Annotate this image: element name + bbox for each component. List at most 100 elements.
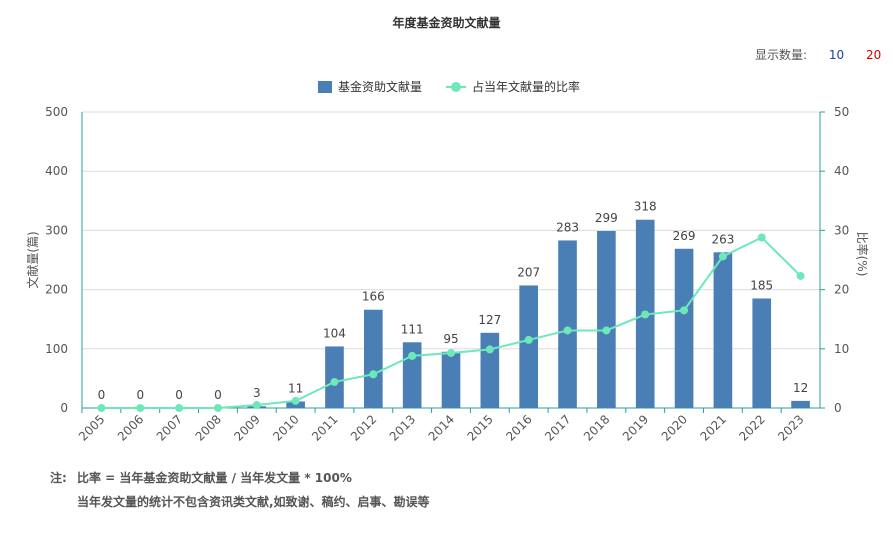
display-count-option-20[interactable]: 20 xyxy=(865,48,882,62)
x-tick-label: 2019 xyxy=(620,412,651,443)
x-tick-label: 2015 xyxy=(464,412,495,443)
y-tick-label: 500 xyxy=(45,105,68,119)
ratio-point xyxy=(369,370,378,379)
y2-tick-label: 10 xyxy=(834,342,849,356)
ratio-point xyxy=(447,348,455,357)
ratio-point xyxy=(97,404,106,412)
bar xyxy=(519,285,539,408)
y2-tick-label: 20 xyxy=(834,283,849,297)
bar xyxy=(480,332,500,408)
legend-item-line-series[interactable]: 占当年文献量的比率 xyxy=(446,78,580,95)
ratio-point xyxy=(602,326,611,335)
bar xyxy=(325,346,344,408)
y2-tick-label: 30 xyxy=(834,223,849,237)
bar-value-label: 0 xyxy=(136,388,144,402)
y2-tick-label: 50 xyxy=(834,105,849,119)
y2-tick-label: 0 xyxy=(834,401,842,415)
x-tick-label: 2007 xyxy=(154,412,185,443)
ratio-point xyxy=(680,306,689,315)
note-label: 注: xyxy=(50,471,67,485)
x-tick-label: 2014 xyxy=(426,412,457,443)
x-tick-label: 2020 xyxy=(659,412,690,443)
bar xyxy=(597,230,616,408)
bar-value-label: 0 xyxy=(98,388,106,402)
bar-value-label: 0 xyxy=(175,388,183,402)
ratio-point xyxy=(213,404,222,412)
y-tick-label: 400 xyxy=(45,164,68,178)
bar-value-label: 111 xyxy=(401,322,424,336)
x-tick-label: 2011 xyxy=(309,412,340,443)
bar-value-label: 318 xyxy=(634,200,657,214)
legend-line-swatch xyxy=(446,81,466,93)
note-line-2: 当年发文量的统计不包含资讯类文献,如致谢、稿约、启事、勘误等 xyxy=(77,495,430,509)
note-line-1: 比率 = 当年基金资助文献量 / 当年发文量 * 100% xyxy=(77,471,352,485)
bar-value-label: 166 xyxy=(362,290,385,304)
x-tick-label: 2016 xyxy=(503,412,534,443)
bar-value-label: 185 xyxy=(750,278,773,292)
display-count: 显示数量: 10 20 xyxy=(755,46,881,63)
x-tick-label: 2017 xyxy=(542,412,573,443)
display-count-label: 显示数量: xyxy=(755,48,808,62)
x-tick-label: 2023 xyxy=(775,412,806,443)
y2-axis-title: 比率(%) xyxy=(855,232,870,277)
bar-value-label: 263 xyxy=(711,232,734,246)
bar xyxy=(363,309,383,408)
note-ratio-formula: 注: 比率 = 当年基金资助文献量 / 当年发文量 * 100% xyxy=(50,469,352,486)
bar xyxy=(752,298,772,408)
bar-value-label: 299 xyxy=(595,211,618,225)
y-tick-label: 200 xyxy=(45,283,68,297)
note-exclusion: 当年发文量的统计不包含资讯类文献,如致谢、稿约、启事、勘误等 xyxy=(77,493,430,510)
x-tick-label: 2010 xyxy=(270,412,301,443)
x-tick-label: 2012 xyxy=(348,412,379,443)
bar-value-label: 283 xyxy=(556,220,579,234)
ratio-point xyxy=(408,351,417,360)
legend-line-label: 占当年文献量的比率 xyxy=(472,80,581,94)
y-axis-title: 文献量(篇) xyxy=(25,231,40,288)
legend-bar-swatch xyxy=(318,80,332,93)
bar-value-label: 104 xyxy=(323,326,346,340)
ratio-point xyxy=(718,252,727,261)
x-tick-label: 2022 xyxy=(736,412,767,443)
x-tick-label: 2021 xyxy=(698,412,729,443)
x-tick-label: 2006 xyxy=(115,412,146,443)
ratio-point xyxy=(175,404,184,412)
bar-value-label: 11 xyxy=(288,381,303,395)
bar-value-label: 95 xyxy=(443,332,458,346)
x-tick-label: 2013 xyxy=(387,412,418,443)
y-tick-label: 100 xyxy=(45,342,68,356)
ratio-point xyxy=(291,396,300,405)
legend-bar-label: 基金资助文献量 xyxy=(338,80,423,94)
chart-legend: 基金资助文献量 占当年文献量的比率 xyxy=(0,78,893,94)
chart-title: 年度基金资助文献量 xyxy=(392,16,501,30)
bar xyxy=(791,400,810,408)
ratio-point xyxy=(757,233,766,242)
legend-item-bar-series[interactable]: 基金资助文献量 xyxy=(318,78,422,95)
bar-value-label: 269 xyxy=(673,229,696,243)
x-tick-label: 2008 xyxy=(193,412,224,443)
ratio-point xyxy=(252,401,261,410)
ratio-point xyxy=(136,404,145,412)
x-tick-label: 2009 xyxy=(231,412,262,443)
y-tick-label: 300 xyxy=(45,223,68,237)
bar-value-label: 12 xyxy=(793,381,808,395)
bar xyxy=(713,252,733,408)
bar-value-label: 0 xyxy=(214,388,222,402)
ratio-point xyxy=(641,310,650,319)
bar xyxy=(558,240,577,408)
bar-value-label: 3 xyxy=(253,386,261,400)
y-tick-label: 0 xyxy=(60,401,68,415)
display-count-option-10[interactable]: 10 xyxy=(828,48,845,62)
y2-tick-label: 40 xyxy=(834,164,849,178)
bar-value-label: 207 xyxy=(517,265,540,279)
ratio-point xyxy=(485,345,494,354)
bar-value-label: 127 xyxy=(478,313,501,327)
bar xyxy=(441,351,461,408)
x-tick-label: 2018 xyxy=(581,412,612,443)
ratio-point xyxy=(796,271,805,280)
x-tick-label: 2005 xyxy=(76,412,107,443)
ratio-point xyxy=(330,377,339,386)
ratio-point xyxy=(524,335,533,344)
bar xyxy=(674,248,694,408)
ratio-point xyxy=(563,326,572,335)
